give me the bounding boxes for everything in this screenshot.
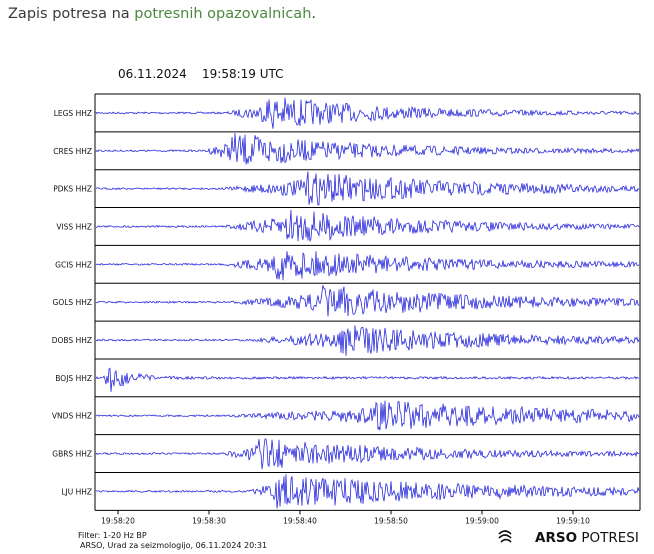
record-time: 19:58:19 UTC	[202, 67, 284, 81]
waveform	[95, 285, 640, 317]
trace-row: LEGS HHZ	[54, 93, 640, 129]
waveform	[95, 438, 640, 470]
station-label: CRES HHZ	[53, 147, 92, 156]
station-label: GBRS HHZ	[52, 450, 92, 459]
tick-label: 19:58:20	[101, 516, 135, 525]
intro-text: Zapis potresa na potresnih opazovalnicah…	[8, 6, 316, 22]
source-note: ARSO, Urad za seizmologijo, 06.11.2024 2…	[80, 541, 267, 550]
waveform	[95, 400, 640, 431]
station-label: LJU HHZ	[61, 487, 92, 496]
trace-row: VNDS HHZ	[52, 396, 640, 431]
station-label: VNDS HHZ	[52, 412, 92, 421]
time-axis: 19:58:20 19:58:30 19:58:40 19:58:50 19:59:00…	[101, 510, 590, 525]
station-label: PDKS HHZ	[53, 185, 92, 194]
trace-row: VISS HHZ	[56, 207, 640, 242]
station-label: GCIS HHZ	[55, 260, 92, 269]
tick-label: 19:58:30	[192, 516, 226, 525]
tick-label: 19:58:50	[374, 516, 408, 525]
station-label: VISS HHZ	[56, 222, 92, 231]
trace-row: GOLS HHZ	[53, 282, 640, 317]
brand-name: ARSO POTRESI	[535, 530, 639, 546]
stations-link[interactable]: potresnih opazovalnicah	[134, 6, 312, 22]
trace-row: PDKS HHZ	[53, 169, 640, 206]
intro-suffix: .	[311, 6, 316, 22]
waveform	[95, 97, 640, 129]
intro-prefix: Zapis potresa na	[8, 6, 135, 22]
trace-row: GBRS HHZ	[52, 434, 640, 470]
waveform	[95, 474, 640, 509]
brand-bold: ARSO	[535, 530, 577, 546]
trace-row: LJU HHZ	[61, 472, 640, 509]
trace-row: CRES HHZ	[53, 131, 640, 165]
trace-row: GCIS HHZ	[55, 244, 640, 281]
station-label: DOBS HHZ	[52, 336, 92, 345]
waveform	[95, 251, 640, 281]
waveform	[95, 367, 640, 392]
tick-label: 19:59:10	[556, 516, 590, 525]
waveform	[95, 133, 640, 165]
station-label: LEGS HHZ	[54, 109, 92, 118]
waveform	[95, 209, 640, 242]
trace-rows: LEGS HHZ CRES HHZ PDKS HHZ VISS HHZ GCIS HHZ…	[52, 93, 641, 511]
brand-rest: POTRESI	[577, 530, 639, 546]
filter-note: Filter: 1-20 Hz BP	[78, 531, 147, 540]
tick-label: 19:59:00	[465, 516, 499, 525]
waveform	[95, 325, 640, 356]
trace-row: BOJS HHZ	[55, 358, 640, 392]
record-date: 06.11.2024	[118, 67, 187, 81]
waveform	[95, 171, 640, 206]
trace-row: DOBS HHZ	[52, 320, 640, 356]
arso-logo-icon	[498, 530, 512, 543]
tick-label: 19:58:40	[283, 516, 317, 525]
station-label: GOLS HHZ	[53, 298, 92, 307]
station-label: BOJS HHZ	[55, 374, 92, 383]
